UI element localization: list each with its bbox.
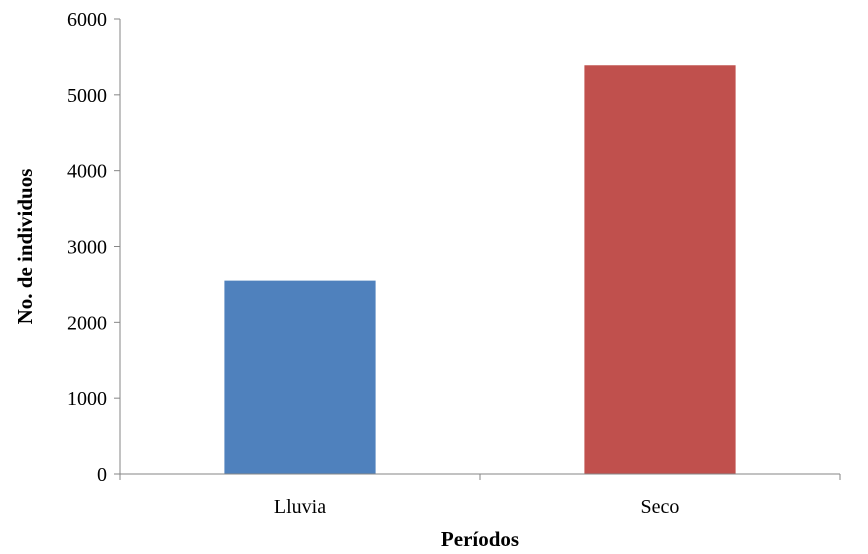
- x-axis-ticks: Lluvia Seco: [119, 474, 841, 518]
- y-tick-label: 2000: [67, 312, 107, 334]
- y-tick-label: 1000: [67, 388, 107, 410]
- y-tick-label: 3000: [67, 237, 107, 259]
- x-axis-title: Períodos: [441, 527, 519, 551]
- x-tick-label-lluvia: Lluvia: [274, 496, 326, 518]
- x-tick-label-seco: Seco: [641, 496, 680, 518]
- bar-seco: [584, 65, 736, 474]
- bars: [224, 65, 736, 474]
- y-tick-label: 5000: [67, 85, 107, 107]
- y-tick-label: 6000: [67, 9, 107, 31]
- y-axis-ticks: 0 1000 2000 3000 4000 5000 6000: [67, 9, 120, 486]
- y-axis-title: No. de individuos: [13, 169, 37, 325]
- y-tick-label: 4000: [67, 161, 107, 183]
- y-tick-label: 0: [97, 464, 107, 486]
- bar-lluvia: [224, 280, 376, 474]
